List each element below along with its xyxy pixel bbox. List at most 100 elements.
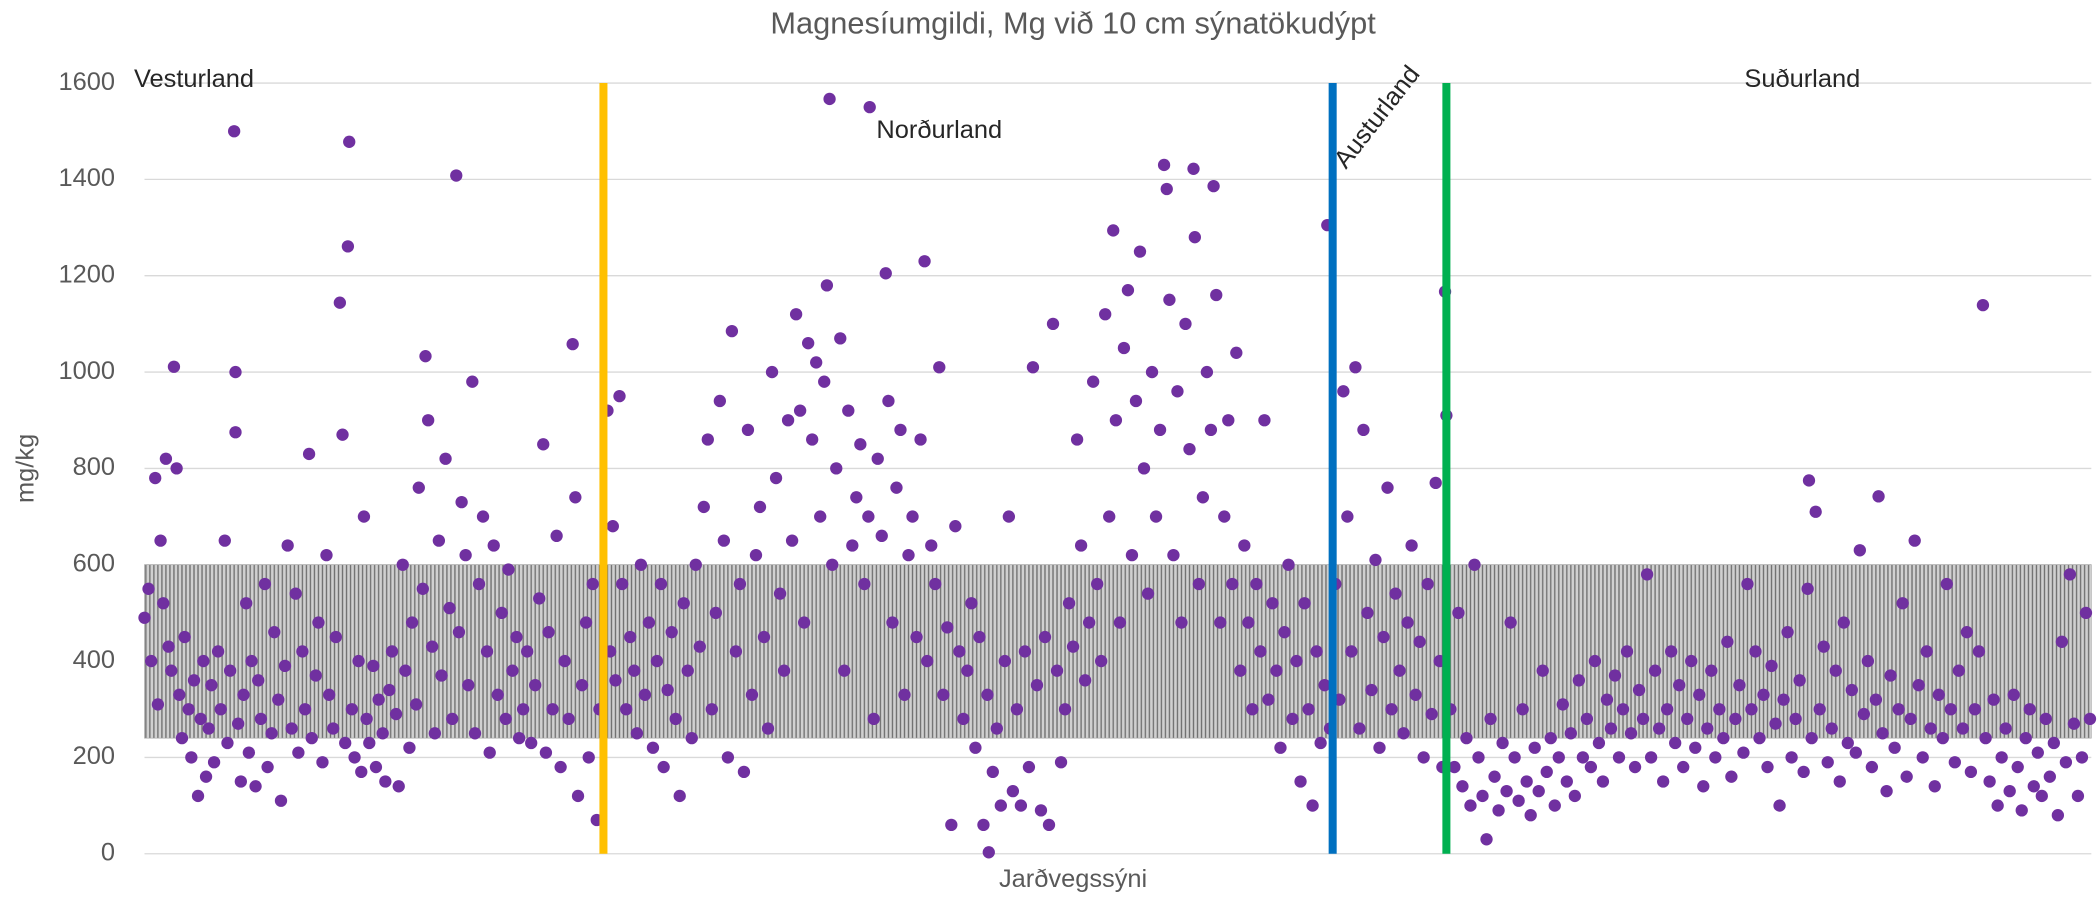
data-point bbox=[1936, 731, 1949, 745]
data-point bbox=[1472, 751, 1485, 764]
data-point bbox=[1632, 683, 1646, 697]
data-point bbox=[1095, 654, 1108, 668]
data-point bbox=[227, 125, 241, 138]
data-point bbox=[769, 471, 783, 485]
data-point bbox=[1022, 760, 1036, 774]
data-point bbox=[309, 669, 322, 682]
data-point bbox=[846, 539, 859, 552]
data-point bbox=[191, 789, 205, 803]
data-point bbox=[1861, 654, 1875, 668]
data-point bbox=[154, 534, 167, 547]
data-point bbox=[2071, 789, 2085, 803]
data-point bbox=[650, 654, 664, 668]
data-point bbox=[1492, 804, 1505, 817]
data-point bbox=[187, 674, 201, 687]
data-point bbox=[1773, 799, 1786, 812]
data-point bbox=[316, 756, 329, 769]
data-point bbox=[806, 433, 819, 446]
data-point bbox=[149, 471, 162, 485]
data-point bbox=[1429, 476, 1442, 490]
data-point bbox=[223, 664, 237, 677]
data-point bbox=[721, 751, 735, 764]
data-point bbox=[1904, 712, 1917, 726]
data-point bbox=[1456, 780, 1469, 793]
data-point bbox=[162, 640, 175, 653]
data-point bbox=[278, 659, 292, 673]
data-point bbox=[459, 548, 472, 562]
data-point bbox=[1825, 722, 1838, 735]
data-point bbox=[777, 664, 791, 677]
data-point bbox=[1564, 727, 1577, 740]
data-point bbox=[2075, 751, 2089, 764]
data-point bbox=[957, 712, 970, 726]
data-point bbox=[1183, 442, 1196, 456]
data-point bbox=[1357, 423, 1370, 437]
data-point bbox=[1179, 317, 1192, 331]
data-point bbox=[862, 510, 875, 523]
data-point bbox=[1196, 491, 1210, 504]
data-point bbox=[986, 765, 999, 779]
data-point bbox=[379, 775, 392, 788]
data-point bbox=[392, 780, 405, 793]
data-point bbox=[1086, 375, 1100, 388]
data-point bbox=[1576, 751, 1590, 764]
data-point bbox=[1200, 365, 1214, 379]
data-point bbox=[1349, 361, 1362, 374]
data-point bbox=[842, 404, 855, 417]
data-point bbox=[965, 597, 978, 610]
data-point bbox=[741, 423, 755, 437]
data-point bbox=[1214, 616, 1227, 629]
data-point bbox=[1385, 703, 1398, 716]
data-point bbox=[1298, 597, 1311, 610]
data-point bbox=[376, 727, 389, 740]
data-point bbox=[1417, 751, 1430, 764]
data-point bbox=[1246, 703, 1259, 716]
data-point bbox=[537, 438, 550, 451]
y-axis-label: mg/kg bbox=[11, 434, 39, 503]
data-point bbox=[1504, 616, 1517, 629]
data-point bbox=[1592, 736, 1606, 750]
data-point bbox=[918, 255, 931, 268]
data-point bbox=[1552, 751, 1565, 764]
data-point bbox=[218, 534, 231, 547]
data-point bbox=[480, 645, 494, 658]
data-point bbox=[1749, 645, 1762, 658]
data-point bbox=[1528, 741, 1541, 754]
data-point bbox=[1204, 423, 1218, 437]
data-point bbox=[1880, 784, 1893, 798]
data-point bbox=[546, 703, 559, 716]
data-point bbox=[348, 751, 361, 764]
data-point bbox=[525, 736, 538, 750]
data-point bbox=[1167, 548, 1180, 562]
data-point bbox=[1721, 635, 1734, 648]
data-point bbox=[624, 630, 637, 644]
data-point bbox=[1099, 308, 1112, 321]
data-point bbox=[182, 703, 195, 716]
data-point bbox=[254, 712, 268, 726]
data-point bbox=[1801, 582, 1814, 595]
data-point bbox=[389, 707, 403, 721]
data-point bbox=[1006, 784, 1020, 798]
data-point bbox=[2079, 606, 2093, 620]
data-point bbox=[1841, 736, 1854, 750]
data-point bbox=[1500, 784, 1513, 798]
data-point bbox=[582, 751, 595, 764]
y-tick-label: 400 bbox=[73, 646, 115, 674]
data-point bbox=[443, 601, 456, 615]
data-point bbox=[1270, 664, 1283, 677]
data-point bbox=[867, 712, 880, 726]
x-axis-label: Jarðvegssýni bbox=[999, 865, 1147, 893]
data-point bbox=[173, 688, 186, 701]
data-point bbox=[620, 703, 633, 716]
data-point bbox=[2035, 789, 2048, 803]
data-point bbox=[765, 365, 779, 379]
y-tick-label: 1200 bbox=[59, 260, 116, 288]
data-point bbox=[1701, 722, 1714, 735]
data-point bbox=[385, 645, 399, 658]
data-point bbox=[673, 789, 686, 803]
y-tick-label: 600 bbox=[73, 549, 115, 577]
data-point bbox=[871, 452, 884, 465]
data-point bbox=[1103, 510, 1116, 523]
data-point bbox=[2051, 809, 2065, 822]
data-point bbox=[1242, 616, 1255, 629]
